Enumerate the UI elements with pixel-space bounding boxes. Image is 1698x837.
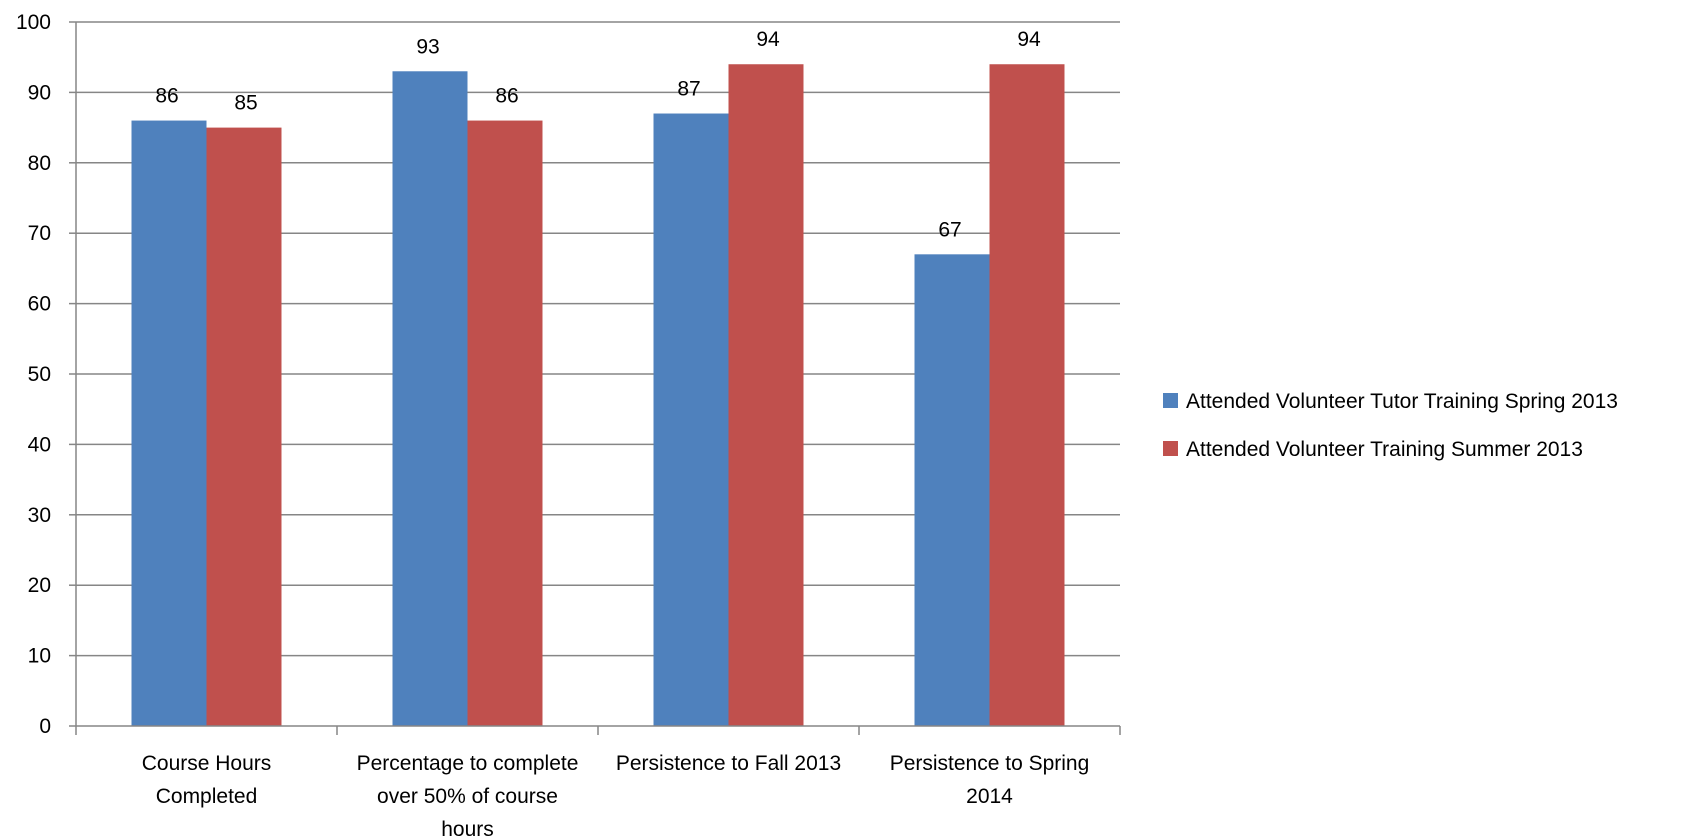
bar-spring bbox=[131, 120, 207, 726]
y-tick-label: 100 bbox=[16, 11, 51, 34]
y-tick-label: 0 bbox=[39, 715, 51, 738]
bar-summer bbox=[989, 64, 1065, 727]
y-axis: 0 10 20 30 40 50 60 70 80 90 100 bbox=[16, 11, 77, 738]
x-tick-label: Percentage to complete over 50% of course… bbox=[357, 752, 579, 837]
data-label: 94 bbox=[1017, 28, 1041, 51]
bar-spring bbox=[914, 254, 990, 726]
y-tick-label: 90 bbox=[28, 81, 51, 104]
data-label: 87 bbox=[677, 78, 700, 101]
y-tick-label: 50 bbox=[28, 363, 51, 386]
bar-summer bbox=[728, 64, 804, 727]
y-tick-label: 20 bbox=[28, 574, 51, 597]
y-tick-label: 80 bbox=[28, 152, 51, 175]
data-label: 67 bbox=[938, 218, 961, 241]
legend: Attended Volunteer Tutor Training Spring… bbox=[1163, 390, 1618, 461]
x-tick-label: Persistence to Fall 2013 bbox=[616, 752, 841, 775]
bar-summer bbox=[467, 120, 543, 726]
data-label: 93 bbox=[416, 35, 439, 58]
bar-spring bbox=[392, 71, 468, 726]
data-label: 85 bbox=[234, 92, 257, 115]
data-label: 86 bbox=[495, 85, 518, 108]
y-tick-label: 10 bbox=[28, 645, 51, 668]
bars bbox=[131, 64, 1065, 727]
x-tick-label: Course Hours Completed bbox=[142, 752, 272, 808]
bar-summer bbox=[206, 127, 282, 727]
y-tick-label: 40 bbox=[28, 433, 51, 456]
data-labels: 86 85 93 86 87 94 67 94 bbox=[155, 28, 1041, 241]
x-axis: Course Hours Completed Percentage to compl… bbox=[75, 725, 1121, 837]
legend-swatch bbox=[1163, 441, 1178, 456]
y-tick-label: 70 bbox=[28, 222, 51, 245]
legend-label: Attended Volunteer Training Summer 2013 bbox=[1186, 438, 1583, 461]
y-tick-label: 60 bbox=[28, 293, 51, 316]
legend-swatch bbox=[1163, 393, 1178, 408]
bar-spring bbox=[653, 113, 729, 726]
data-label: 94 bbox=[756, 28, 780, 51]
x-tick-label: Persistence to Spring 2014 bbox=[890, 752, 1090, 808]
data-label: 86 bbox=[155, 85, 178, 108]
legend-label: Attended Volunteer Tutor Training Spring… bbox=[1186, 390, 1618, 413]
y-tick-label: 30 bbox=[28, 504, 51, 527]
